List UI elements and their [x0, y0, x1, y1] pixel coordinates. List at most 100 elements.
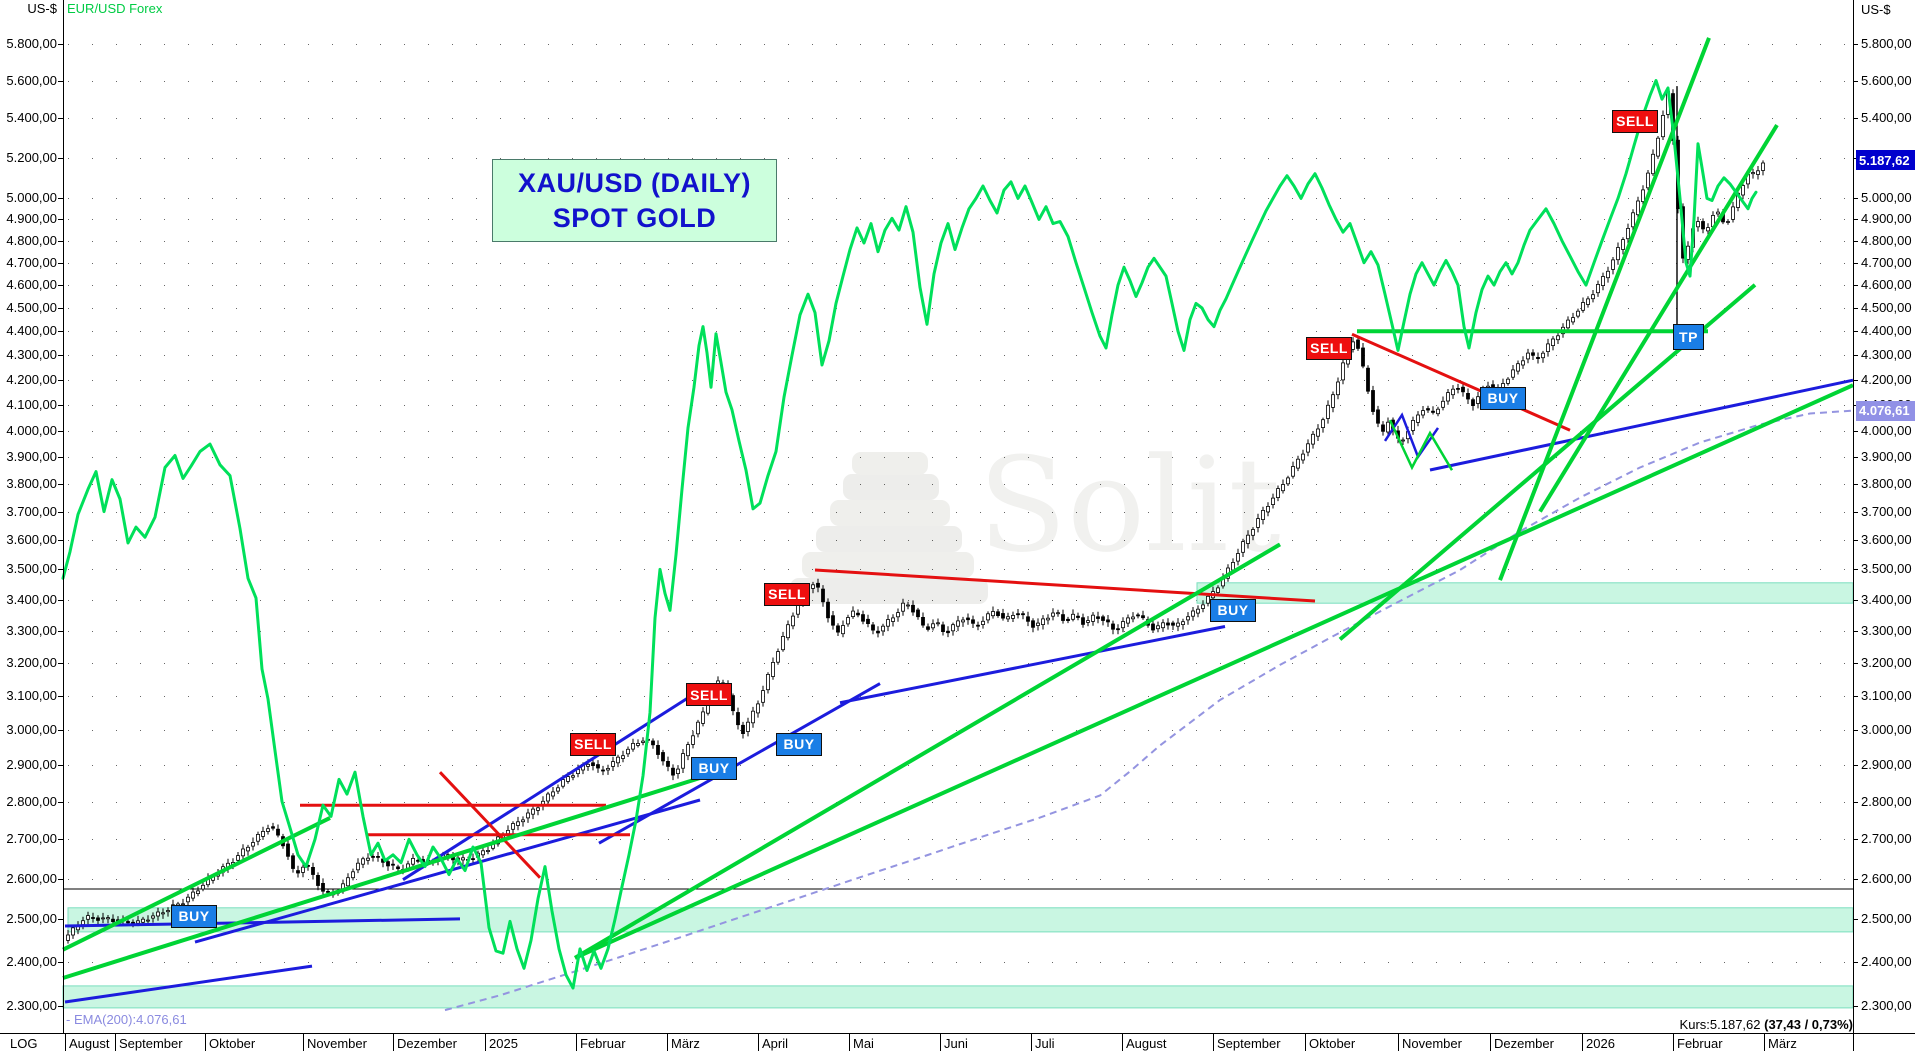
buy-signal-badge[interactable]: BUY	[171, 904, 217, 928]
price-gridline	[68, 404, 1850, 406]
tp-signal-badge[interactable]: TP	[1673, 324, 1704, 351]
month-label[interactable]: April	[762, 1036, 789, 1051]
price-axis-label: 3.100,00	[6, 687, 57, 703]
buy-signal-badge[interactable]: BUY	[776, 732, 822, 756]
price-axis-label: 3.400,00	[1861, 591, 1912, 607]
price-gridline	[68, 80, 1850, 82]
time-axis-tick	[1582, 1033, 1583, 1051]
buy-signal-badge[interactable]: BUY	[691, 756, 737, 780]
price-axis-tick	[58, 198, 63, 200]
month-label[interactable]: Mai	[853, 1036, 874, 1051]
price-gridline	[68, 44, 1850, 45]
price-axis-tick	[58, 44, 63, 45]
price-axis-label: 3.300,00	[6, 622, 57, 638]
time-axis-tick	[1031, 1033, 1032, 1051]
month-label[interactable]: Dezember	[397, 1036, 457, 1051]
price-axis-label: 3.200,00	[1861, 654, 1912, 670]
month-label[interactable]: März	[1768, 1036, 1797, 1051]
buy-signal-badge[interactable]: BUY	[1480, 386, 1526, 410]
month-label[interactable]: August	[1126, 1036, 1167, 1051]
month-label[interactable]: November	[307, 1036, 367, 1051]
month-label[interactable]: Juni	[944, 1036, 968, 1051]
price-axis-label: 3.900,00	[1861, 448, 1912, 464]
time-axis-tick	[1305, 1033, 1306, 1051]
chart-title-box: XAU/USD (DAILY) SPOT GOLD	[492, 159, 777, 242]
left-axis-unit: US-$	[27, 1, 57, 16]
price-axis-tick	[58, 599, 63, 601]
month-label[interactable]: September	[1217, 1036, 1281, 1051]
price-axis-label: 2.700,00	[6, 831, 57, 847]
price-axis-label: 3.700,00	[6, 503, 57, 519]
price-axis-label: 2.700,00	[1861, 831, 1912, 847]
price-axis-label: 4.200,00	[1861, 371, 1912, 387]
month-label[interactable]: September	[119, 1036, 183, 1051]
price-axis-tick	[1853, 511, 1858, 513]
price-axis-label: 3.600,00	[1861, 532, 1912, 548]
ema-indicator-label[interactable]: - EMA(200):4.076,61	[66, 1012, 187, 1027]
price-axis-tick	[58, 729, 63, 731]
price-axis-label: 3.500,00	[1861, 561, 1912, 577]
month-label[interactable]: August	[69, 1036, 110, 1051]
price-gridline	[68, 630, 1850, 632]
sell-signal-badge[interactable]: SELL	[764, 582, 810, 606]
price-axis-label: 4.900,00	[1861, 211, 1912, 227]
price-gridline	[68, 355, 1850, 357]
month-label[interactable]: Februar	[1677, 1036, 1723, 1051]
price-axis-label: 4.700,00	[1861, 254, 1912, 270]
time-axis-tick	[849, 1033, 850, 1051]
time-axis-tick	[303, 1033, 304, 1051]
price-axis-label: 3.800,00	[6, 475, 57, 491]
price-gridline	[68, 456, 1850, 458]
price-axis-label: 5.600,00	[6, 72, 57, 88]
sell-signal-badge[interactable]: SELL	[1306, 336, 1352, 360]
time-axis-tick	[1764, 1033, 1765, 1051]
price-gridline	[68, 599, 1850, 601]
price-axis-tick	[58, 80, 63, 82]
price-gridline	[68, 729, 1850, 731]
price-axis-tick	[1853, 765, 1858, 766]
month-label[interactable]: Februar	[580, 1036, 626, 1051]
month-label[interactable]: 2026	[1586, 1036, 1615, 1051]
price-axis-tick	[1853, 80, 1858, 82]
log-scale-label[interactable]: LOG	[10, 1036, 38, 1051]
price-axis-label: 3.900,00	[6, 448, 57, 464]
price-axis-tick	[58, 878, 63, 880]
price-gridline	[68, 511, 1850, 513]
price-gridline	[68, 379, 1850, 381]
sell-signal-badge[interactable]: SELL	[686, 683, 732, 707]
price-axis-label: 4.800,00	[1861, 232, 1912, 248]
time-axis-tick	[1490, 1033, 1491, 1051]
price-axis-tick	[58, 919, 63, 921]
price-axis-tick	[1853, 456, 1858, 458]
month-label[interactable]: März	[671, 1036, 700, 1051]
buy-signal-badge[interactable]: BUY	[1210, 598, 1256, 622]
price-axis-label: 3.700,00	[1861, 503, 1912, 519]
month-label[interactable]: Oktober	[1309, 1036, 1356, 1051]
price-axis-tick	[1853, 662, 1858, 664]
month-label[interactable]: November	[1402, 1036, 1462, 1051]
price-axis-label: 5.200,00	[6, 149, 57, 165]
price-gridline	[68, 157, 1850, 159]
month-label[interactable]: Dezember	[1494, 1036, 1554, 1051]
price-axis-tick	[1853, 569, 1858, 571]
month-label[interactable]: Juli	[1035, 1036, 1055, 1051]
price-axis-tick	[1853, 404, 1858, 406]
month-label[interactable]: Oktober	[209, 1036, 256, 1051]
kurs-change: (37,43 / 0,73%)	[1764, 1017, 1853, 1032]
price-axis-label: 4.500,00	[6, 300, 57, 315]
time-axis-tick	[205, 1033, 206, 1051]
price-gridline	[68, 118, 1850, 120]
price-axis-tick	[58, 1006, 63, 1008]
price-axis-tick	[1853, 878, 1858, 880]
time-axis-tick	[393, 1033, 394, 1051]
price-axis-label: 4.500,00	[1861, 300, 1912, 315]
overlay-legend-eurusd[interactable]: EUR/USD Forex	[67, 1, 163, 16]
sell-signal-badge[interactable]: SELL	[1612, 109, 1658, 133]
price-axis-tick	[1853, 430, 1858, 432]
sell-signal-badge[interactable]: SELL	[570, 732, 616, 756]
price-axis-label: 4.000,00	[1861, 422, 1912, 438]
month-label[interactable]: 2025	[489, 1036, 518, 1051]
price-axis-tick	[1853, 729, 1858, 731]
